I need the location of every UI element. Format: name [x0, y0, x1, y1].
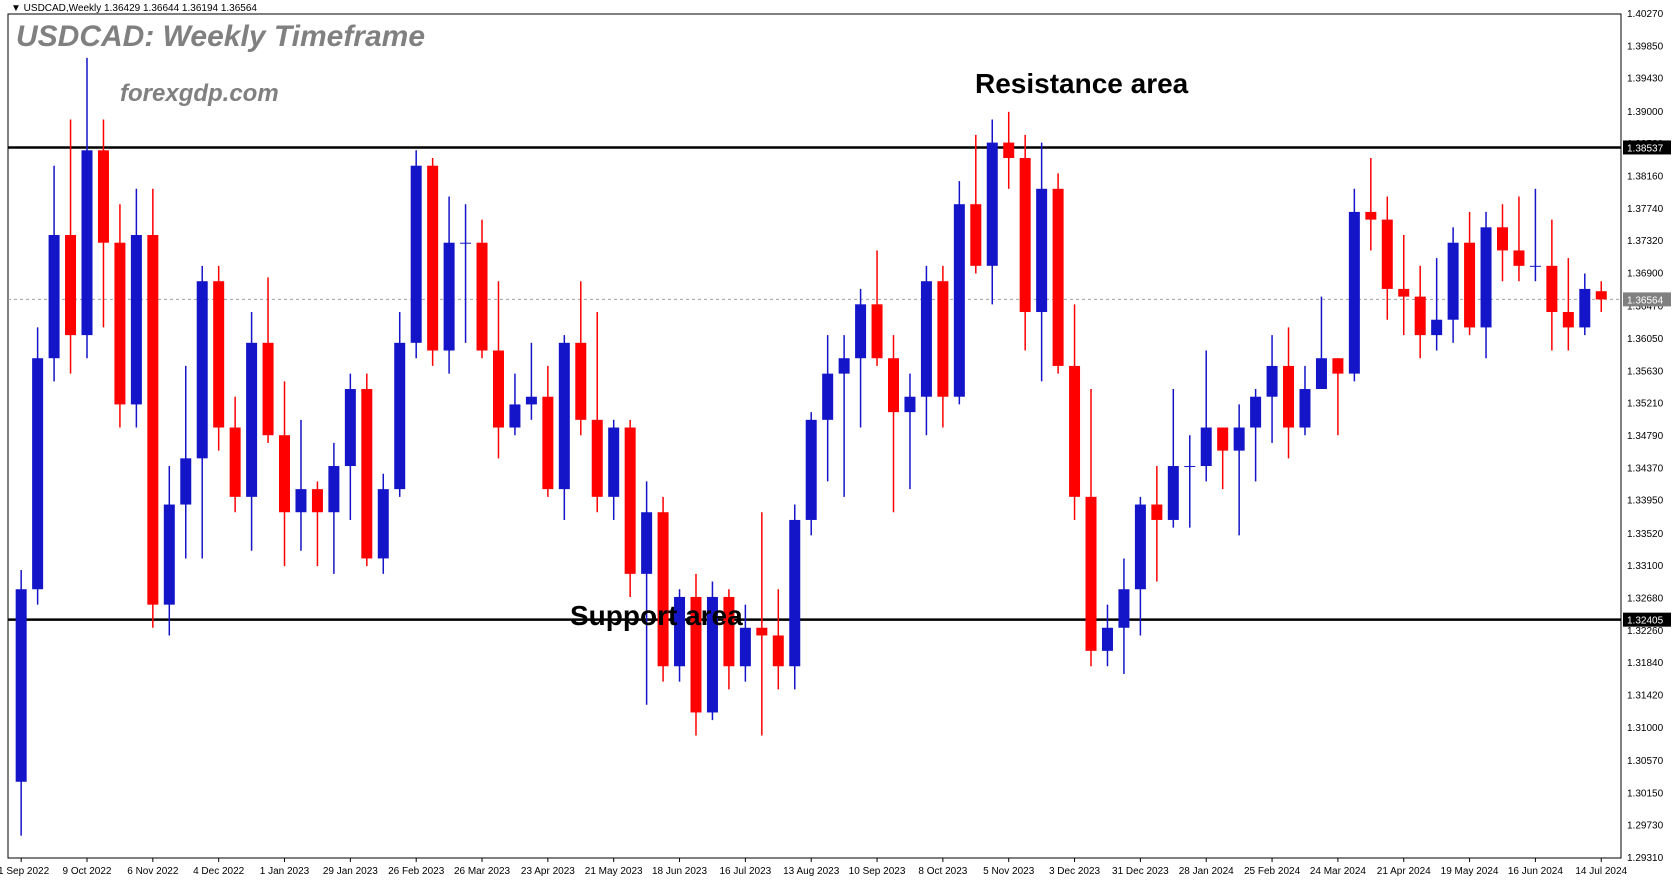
svg-text:1.40270: 1.40270 — [1627, 9, 1664, 20]
svg-text:1.33100: 1.33100 — [1627, 561, 1664, 572]
svg-text:1.36050: 1.36050 — [1627, 334, 1664, 345]
svg-text:1.29730: 1.29730 — [1627, 821, 1664, 832]
svg-text:1.35210: 1.35210 — [1627, 399, 1664, 410]
svg-text:1.37320: 1.37320 — [1627, 236, 1664, 247]
svg-text:23 Apr 2023: 23 Apr 2023 — [521, 866, 575, 877]
svg-text:1 Jan 2023: 1 Jan 2023 — [260, 866, 310, 877]
svg-text:25 Feb 2024: 25 Feb 2024 — [1244, 866, 1301, 877]
svg-text:1.39430: 1.39430 — [1627, 74, 1664, 85]
svg-text:1.36564: 1.36564 — [1627, 295, 1664, 306]
svg-text:1.34370: 1.34370 — [1627, 463, 1664, 474]
svg-text:1.36900: 1.36900 — [1627, 269, 1664, 280]
svg-text:1.35630: 1.35630 — [1627, 366, 1664, 377]
svg-text:1.31840: 1.31840 — [1627, 658, 1664, 669]
svg-text:4 Dec 2022: 4 Dec 2022 — [193, 866, 245, 877]
svg-text:1.30570: 1.30570 — [1627, 756, 1664, 767]
svg-text:1.38160: 1.38160 — [1627, 171, 1664, 182]
svg-text:16 Jul 2023: 16 Jul 2023 — [720, 866, 772, 877]
svg-text:1.37740: 1.37740 — [1627, 204, 1664, 215]
svg-text:11 Sep 2022: 11 Sep 2022 — [0, 866, 50, 877]
svg-text:1.33950: 1.33950 — [1627, 496, 1664, 507]
svg-text:28 Jan 2024: 28 Jan 2024 — [1179, 866, 1234, 877]
svg-text:3 Dec 2023: 3 Dec 2023 — [1049, 866, 1101, 877]
svg-text:18 Jun 2023: 18 Jun 2023 — [652, 866, 707, 877]
svg-text:10 Sep 2023: 10 Sep 2023 — [849, 866, 906, 877]
svg-text:1.30150: 1.30150 — [1627, 788, 1664, 799]
svg-text:26 Feb 2023: 26 Feb 2023 — [388, 866, 445, 877]
chart-container: ▼ USDCAD,Weekly 1.36429 1.36644 1.36194 … — [0, 0, 1673, 888]
svg-text:16 Jun 2024: 16 Jun 2024 — [1508, 866, 1563, 877]
svg-text:1.32680: 1.32680 — [1627, 593, 1664, 604]
svg-text:14 Jul 2024: 14 Jul 2024 — [1575, 866, 1627, 877]
svg-text:13 Aug 2023: 13 Aug 2023 — [783, 866, 840, 877]
svg-text:▼ USDCAD,Weekly 1.36429 1.366: ▼ USDCAD,Weekly 1.36429 1.36644 1.36194 … — [11, 3, 257, 14]
candlestick-chart: ▼ USDCAD,Weekly 1.36429 1.36644 1.36194 … — [0, 0, 1673, 888]
svg-text:1.38537: 1.38537 — [1627, 143, 1664, 154]
svg-text:19 May 2024: 19 May 2024 — [1441, 866, 1499, 877]
svg-text:26 Mar 2023: 26 Mar 2023 — [454, 866, 511, 877]
svg-text:29 Jan 2023: 29 Jan 2023 — [323, 866, 378, 877]
svg-text:1.29310: 1.29310 — [1627, 853, 1664, 864]
svg-text:1.33520: 1.33520 — [1627, 529, 1664, 540]
svg-text:21 May 2023: 21 May 2023 — [585, 866, 643, 877]
svg-text:1.32260: 1.32260 — [1627, 626, 1664, 637]
svg-text:9 Oct 2022: 9 Oct 2022 — [63, 866, 112, 877]
svg-text:8 Oct 2023: 8 Oct 2023 — [918, 866, 967, 877]
svg-text:6 Nov 2022: 6 Nov 2022 — [127, 866, 179, 877]
svg-text:31 Dec 2023: 31 Dec 2023 — [1112, 866, 1169, 877]
svg-text:1.32405: 1.32405 — [1627, 616, 1664, 627]
svg-text:5 Nov 2023: 5 Nov 2023 — [983, 866, 1035, 877]
svg-text:24 Mar 2024: 24 Mar 2024 — [1310, 866, 1367, 877]
svg-text:1.31000: 1.31000 — [1627, 723, 1664, 734]
svg-text:1.34790: 1.34790 — [1627, 431, 1664, 442]
svg-text:21 Apr 2024: 21 Apr 2024 — [1377, 866, 1431, 877]
svg-text:1.39850: 1.39850 — [1627, 41, 1664, 52]
svg-text:1.39000: 1.39000 — [1627, 107, 1664, 118]
svg-text:1.31420: 1.31420 — [1627, 691, 1664, 702]
